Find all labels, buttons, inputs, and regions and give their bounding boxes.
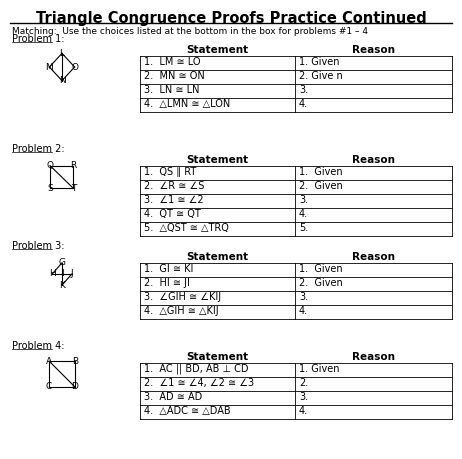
Text: 5.: 5. bbox=[299, 223, 308, 233]
Text: 1.  LM ≅ LO: 1. LM ≅ LO bbox=[144, 57, 201, 67]
Text: Reason: Reason bbox=[352, 252, 395, 262]
Text: 4.  △LMN ≅ △LON: 4. △LMN ≅ △LON bbox=[144, 99, 230, 109]
Text: C: C bbox=[46, 382, 52, 392]
Text: H: H bbox=[49, 269, 55, 279]
Text: 1. Given: 1. Given bbox=[299, 57, 340, 67]
Text: Statement: Statement bbox=[187, 252, 249, 262]
Text: M: M bbox=[46, 62, 53, 72]
Text: 2. Give n: 2. Give n bbox=[299, 71, 343, 81]
Text: 4.  △ADC ≅ △DAB: 4. △ADC ≅ △DAB bbox=[144, 406, 231, 416]
Text: 3.  ∠1 ≅ ∠2: 3. ∠1 ≅ ∠2 bbox=[144, 195, 204, 205]
Text: I: I bbox=[61, 269, 63, 279]
Text: O: O bbox=[71, 62, 78, 72]
Text: 1. Given: 1. Given bbox=[299, 364, 340, 374]
Text: K: K bbox=[59, 281, 65, 290]
Text: 4.  △GIH ≅ △KIJ: 4. △GIH ≅ △KIJ bbox=[144, 306, 219, 316]
Text: 3.  ∠GIH ≅ ∠KIJ: 3. ∠GIH ≅ ∠KIJ bbox=[144, 292, 221, 302]
Text: Problem 3:: Problem 3: bbox=[12, 241, 65, 251]
Text: 2.  Given: 2. Given bbox=[299, 278, 343, 288]
Text: T: T bbox=[71, 184, 76, 193]
Text: Statement: Statement bbox=[187, 45, 249, 55]
Text: G: G bbox=[59, 258, 66, 267]
Text: 1.  GI ≅ KI: 1. GI ≅ KI bbox=[144, 264, 194, 274]
Text: Problem 1:: Problem 1: bbox=[12, 34, 65, 44]
Text: 5.  △QST ≅ △TRQ: 5. △QST ≅ △TRQ bbox=[144, 223, 229, 233]
Text: J: J bbox=[71, 269, 73, 279]
Text: 1.  Given: 1. Given bbox=[299, 264, 343, 274]
Text: 4.: 4. bbox=[299, 99, 308, 109]
Text: N: N bbox=[59, 76, 66, 85]
Text: B: B bbox=[72, 357, 78, 365]
Text: Statement: Statement bbox=[187, 155, 249, 165]
Text: 4.: 4. bbox=[299, 209, 308, 219]
Text: Reason: Reason bbox=[352, 155, 395, 165]
Text: 3.: 3. bbox=[299, 85, 308, 95]
Text: Reason: Reason bbox=[352, 352, 395, 362]
Text: S: S bbox=[47, 184, 53, 193]
Text: 4.: 4. bbox=[299, 306, 308, 316]
Text: 4.  QT ≅ QT: 4. QT ≅ QT bbox=[144, 209, 201, 219]
Text: Statement: Statement bbox=[187, 352, 249, 362]
Text: Matching:  Use the choices listed at the bottom in the box for problems #1 – 4: Matching: Use the choices listed at the … bbox=[12, 27, 368, 36]
Text: Reason: Reason bbox=[352, 45, 395, 55]
Text: 2.  MN ≅ ON: 2. MN ≅ ON bbox=[144, 71, 205, 81]
Text: Problem 4:: Problem 4: bbox=[12, 341, 65, 351]
Text: 2.  Given: 2. Given bbox=[299, 181, 343, 191]
Text: 3.: 3. bbox=[299, 392, 308, 402]
Text: 2.  ∠1 ≅ ∠4, ∠2 ≅ ∠3: 2. ∠1 ≅ ∠4, ∠2 ≅ ∠3 bbox=[144, 378, 254, 388]
Text: 3.: 3. bbox=[299, 195, 308, 205]
Text: 2.  ∠R ≅ ∠S: 2. ∠R ≅ ∠S bbox=[144, 181, 204, 191]
Text: 2.: 2. bbox=[299, 378, 308, 388]
Text: 2.  HI ≅ JI: 2. HI ≅ JI bbox=[144, 278, 190, 288]
Text: 1.  AC || BD, AB ⊥ CD: 1. AC || BD, AB ⊥ CD bbox=[144, 364, 249, 375]
Text: 3.: 3. bbox=[299, 292, 308, 302]
Text: Problem 2:: Problem 2: bbox=[12, 144, 65, 154]
Text: R: R bbox=[70, 161, 77, 170]
Text: 3.  LN ≅ LN: 3. LN ≅ LN bbox=[144, 85, 200, 95]
Text: 4.: 4. bbox=[299, 406, 308, 416]
Text: 3.  AD ≅ AD: 3. AD ≅ AD bbox=[144, 392, 202, 402]
Text: Triangle Congruence Proofs Practice Continued: Triangle Congruence Proofs Practice Cont… bbox=[36, 11, 426, 26]
Text: 1.  QS ∥ RT: 1. QS ∥ RT bbox=[144, 167, 196, 177]
Text: L: L bbox=[60, 49, 65, 58]
Text: 1.  Given: 1. Given bbox=[299, 167, 343, 177]
Text: D: D bbox=[72, 382, 79, 392]
Text: A: A bbox=[46, 357, 52, 365]
Text: Q: Q bbox=[47, 161, 54, 170]
